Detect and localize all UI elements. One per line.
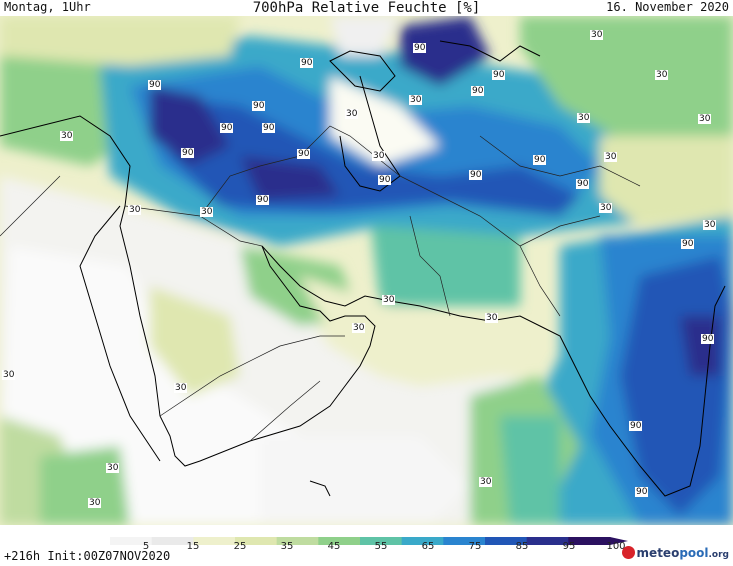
contour-label: 90 <box>297 149 311 159</box>
contour-label: 30 <box>655 70 669 80</box>
contour-label: 90 <box>256 195 270 205</box>
contour-label: 90 <box>681 239 695 249</box>
contour-label: 30 <box>382 295 396 305</box>
contour-label: 90 <box>635 487 649 497</box>
contour-label: 90 <box>148 80 162 90</box>
contour-label: 90 <box>300 58 314 68</box>
colorbar-ticks: 5 15 25 35 45 55 65 75 85 95 100 <box>110 541 630 555</box>
contour-label: 30 <box>590 30 604 40</box>
colorbar-tick-label: 95 <box>562 541 576 552</box>
colorbar-segment <box>401 537 444 545</box>
colorbar-segment <box>318 537 361 545</box>
contour-label: 90 <box>469 170 483 180</box>
colorbar-segment <box>193 537 236 545</box>
contour-label: 30 <box>352 323 366 333</box>
coastlines <box>0 40 726 497</box>
contour-label: 90 <box>220 123 234 133</box>
map-canvas <box>0 16 733 525</box>
colorbar-tick-label: 100 <box>606 541 626 552</box>
contour-label: 90 <box>533 155 547 165</box>
contour-label: 30 <box>345 109 359 119</box>
contour-label: 30 <box>60 131 74 141</box>
colorbar-tick-label: 35 <box>280 541 294 552</box>
init-time-label: +216h Init:00Z07NOV2020 <box>4 549 171 563</box>
colorbar-tick-label: 65 <box>421 541 435 552</box>
contour-label: 30 <box>599 203 613 213</box>
colorbar-tick-label: 55 <box>374 541 388 552</box>
colorbar-tick-label: 85 <box>515 541 529 552</box>
contour-label: 90 <box>492 70 506 80</box>
contour-label: 90 <box>701 334 715 344</box>
colorbar-segment <box>443 537 486 545</box>
contour-label: 30 <box>174 383 188 393</box>
contour-label: 30 <box>106 463 120 473</box>
colorbar-segment <box>360 537 403 545</box>
contour-label: 90 <box>181 148 195 158</box>
humidity-field <box>0 16 733 525</box>
contour-label: 90 <box>262 123 276 133</box>
header-bar: Montag, 1Uhr 700hPa Relative Feuchte [%]… <box>0 0 733 18</box>
contour-label: 30 <box>88 498 102 508</box>
contour-label: 30 <box>703 220 717 230</box>
colorbar-tick-label: 25 <box>233 541 247 552</box>
contour-label: 90 <box>413 43 427 53</box>
colorbar-segment <box>276 537 319 545</box>
contour-label: 30 <box>128 205 142 215</box>
contour-label: 90 <box>471 86 485 96</box>
valid-date-label: 16. November 2020 <box>606 0 729 14</box>
contour-label: 30 <box>698 114 712 124</box>
brand-main: meteo <box>636 546 680 560</box>
contour-label: 30 <box>604 152 618 162</box>
contour-label: 30 <box>372 151 386 161</box>
logo-icon <box>621 546 635 559</box>
colorbar-segment <box>485 537 528 545</box>
colorbar-tick-label: 45 <box>327 541 341 552</box>
contour-label: 30 <box>485 313 499 323</box>
contour-label: 90 <box>629 421 643 431</box>
contour-label: 30 <box>2 370 16 380</box>
colorbar-tick-label: 15 <box>186 541 200 552</box>
colorbar-segment <box>110 537 153 545</box>
contour-label: 90 <box>252 101 266 111</box>
colorbar-gradient <box>110 537 628 545</box>
contour-label: 90 <box>576 179 590 189</box>
brand-tld: .org <box>708 550 729 560</box>
colorbar-tick-label: 75 <box>468 541 482 552</box>
colorbar-arrow <box>610 537 628 545</box>
contour-label: 30 <box>200 207 214 217</box>
contour-label: 30 <box>577 113 591 123</box>
colorbar-segment <box>568 537 611 545</box>
humidity-map: 90 90 90 90 90 90 90 90 90 90 90 90 90 9… <box>0 16 733 525</box>
colorbar-tick-label: 5 <box>142 541 150 552</box>
colorbar <box>110 530 630 545</box>
colorbar-segment <box>235 537 278 545</box>
colorbar-segment <box>151 537 194 545</box>
map-title: 700hPa Relative Feuchte [%] <box>252 0 481 16</box>
contour-label: 30 <box>479 477 493 487</box>
colorbar-segment <box>526 537 569 545</box>
country-borders <box>0 125 641 442</box>
valid-time-label: Montag, 1Uhr <box>4 0 91 14</box>
brand-accent: pool <box>679 546 709 560</box>
meteopool-logo[interactable]: meteopool.org <box>621 546 729 560</box>
contour-label: 30 <box>409 95 423 105</box>
contour-label: 90 <box>378 175 392 185</box>
